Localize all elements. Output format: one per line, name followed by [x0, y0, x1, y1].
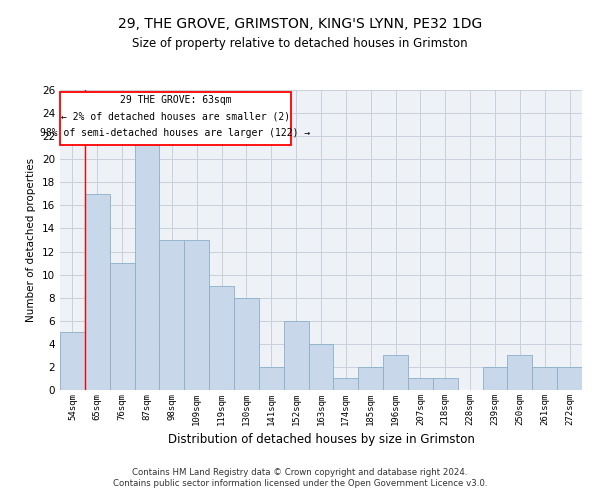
Bar: [408, 378, 433, 390]
Bar: [383, 356, 408, 390]
Bar: [358, 367, 383, 390]
Bar: [184, 240, 209, 390]
Text: 29 THE GROVE: 63sqm: 29 THE GROVE: 63sqm: [120, 96, 232, 106]
X-axis label: Distribution of detached houses by size in Grimston: Distribution of detached houses by size …: [167, 434, 475, 446]
Text: Size of property relative to detached houses in Grimston: Size of property relative to detached ho…: [132, 38, 468, 51]
Bar: [160, 240, 184, 390]
Text: ← 2% of detached houses are smaller (2): ← 2% of detached houses are smaller (2): [61, 112, 290, 122]
Bar: [60, 332, 85, 390]
Bar: [284, 321, 308, 390]
Bar: [433, 378, 458, 390]
Bar: [334, 378, 358, 390]
Text: 98% of semi-detached houses are larger (122) →: 98% of semi-detached houses are larger (…: [40, 128, 311, 138]
Y-axis label: Number of detached properties: Number of detached properties: [26, 158, 37, 322]
Bar: [557, 367, 582, 390]
Bar: [308, 344, 334, 390]
Bar: [508, 356, 532, 390]
Bar: [110, 263, 134, 390]
Bar: [85, 194, 110, 390]
FancyBboxPatch shape: [60, 92, 291, 146]
Bar: [134, 136, 160, 390]
Bar: [209, 286, 234, 390]
Text: Contains HM Land Registry data © Crown copyright and database right 2024.
Contai: Contains HM Land Registry data © Crown c…: [113, 468, 487, 487]
Text: 29, THE GROVE, GRIMSTON, KING'S LYNN, PE32 1DG: 29, THE GROVE, GRIMSTON, KING'S LYNN, PE…: [118, 18, 482, 32]
Bar: [532, 367, 557, 390]
Bar: [259, 367, 284, 390]
Bar: [234, 298, 259, 390]
Bar: [482, 367, 508, 390]
